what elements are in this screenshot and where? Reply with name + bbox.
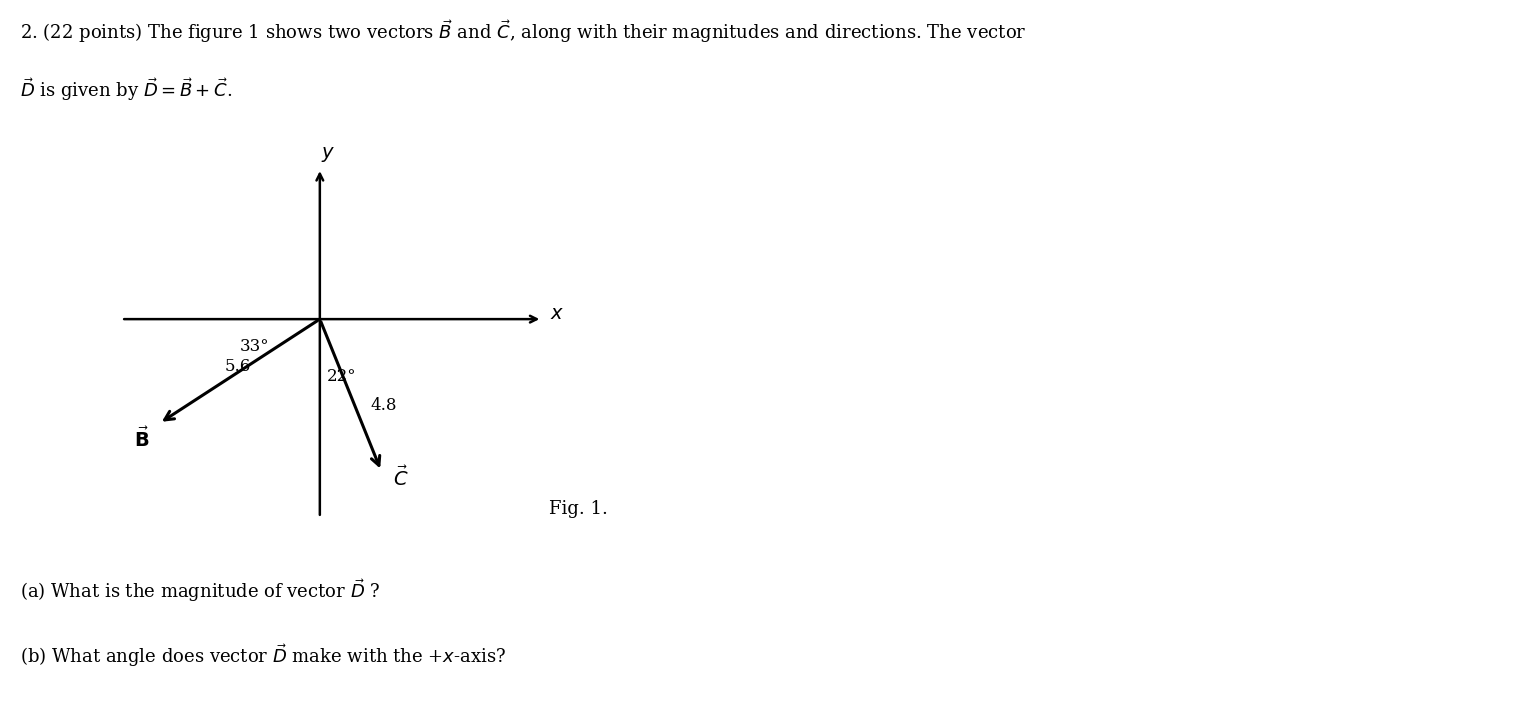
Text: $\vec{\mathbf{B}}$: $\vec{\mathbf{B}}$ [134, 427, 150, 451]
Text: 33°: 33° [240, 339, 270, 355]
Text: $\vec{D}$ is given by $\vec{D} = \vec{B} + \vec{C}$.: $\vec{D}$ is given by $\vec{D} = \vec{B}… [20, 76, 232, 103]
Text: 5.6: 5.6 [224, 357, 250, 375]
Text: (b) What angle does vector $\vec{D}$ make with the +$x$-axis?: (b) What angle does vector $\vec{D}$ mak… [20, 643, 507, 669]
Text: 4.8: 4.8 [371, 397, 397, 414]
Text: 2. (22 points) The figure 1 shows two vectors $\vec{B}$ and $\vec{C}$, along wit: 2. (22 points) The figure 1 shows two ve… [20, 18, 1027, 45]
Text: Fig. 1.: Fig. 1. [549, 500, 609, 518]
Text: $\vec{C}$: $\vec{C}$ [394, 466, 409, 490]
Text: (a) What is the magnitude of vector $\vec{D}$ ?: (a) What is the magnitude of vector $\ve… [20, 578, 380, 604]
Text: 22°: 22° [327, 367, 357, 385]
Text: $x$: $x$ [551, 305, 565, 323]
Text: $y$: $y$ [320, 145, 334, 165]
